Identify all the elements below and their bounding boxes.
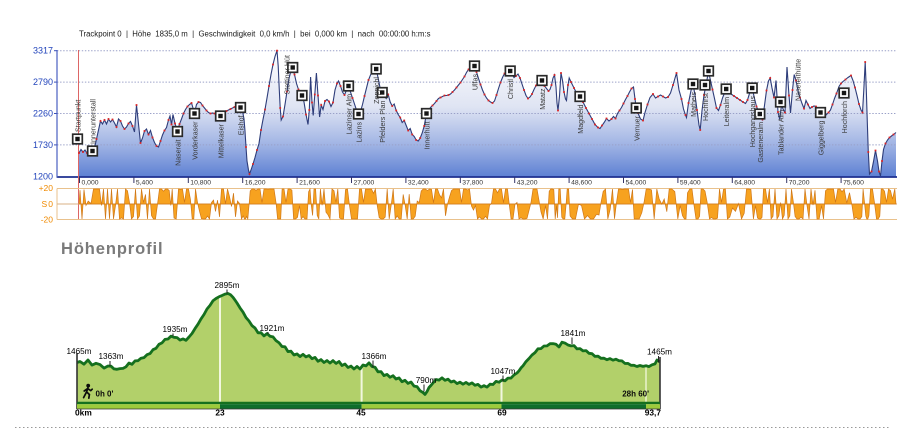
- svg-text:70,200: 70,200: [789, 180, 810, 187]
- svg-text:Trackpoint 0 | Höhe 1835,0: Trackpoint 0 | Höhe 1835,0 m | Geschwind…: [79, 30, 431, 39]
- svg-text:+20: +20: [39, 183, 54, 193]
- svg-text:Höhenprofil: Höhenprofil: [61, 240, 163, 258]
- svg-text:43,200: 43,200: [517, 180, 538, 187]
- svg-text:Magdfeld: Magdfeld: [577, 104, 585, 133]
- svg-text:10,800: 10,800: [190, 180, 211, 187]
- svg-text:S: S: [42, 199, 48, 209]
- svg-text:0: 0: [48, 199, 53, 209]
- svg-text:0h 0': 0h 0': [96, 390, 114, 399]
- svg-text:1935m: 1935m: [162, 325, 187, 334]
- svg-text:2895m: 2895m: [214, 281, 239, 290]
- svg-text:0,000: 0,000: [82, 180, 99, 187]
- svg-text:1047m: 1047m: [490, 367, 515, 376]
- svg-text:32,400: 32,400: [408, 180, 429, 187]
- svg-text:Lazinser Alm: Lazinser Alm: [346, 94, 354, 135]
- svg-text:1730: 1730: [33, 140, 53, 150]
- svg-text:Naserait: Naserait: [175, 139, 183, 165]
- svg-text:69: 69: [497, 408, 507, 418]
- svg-text:2790: 2790: [33, 77, 53, 87]
- svg-text:Innerunterstall: Innerunterstall: [90, 99, 98, 144]
- svg-text:1366m: 1366m: [361, 352, 386, 361]
- svg-text:Startpunkt: Startpunkt: [75, 100, 83, 132]
- svg-text:Christl: Christl: [507, 79, 515, 100]
- svg-text:1200: 1200: [33, 171, 53, 181]
- svg-text:0km: 0km: [75, 408, 92, 418]
- svg-text:Vernuer: Vernuer: [633, 115, 641, 140]
- svg-text:1841m: 1841m: [560, 329, 585, 338]
- svg-text:Ulfas: Ulfas: [472, 74, 480, 91]
- svg-text:Leiteralm: Leiteralm: [723, 97, 731, 126]
- svg-text:Zeppichl: Zeppichl: [373, 77, 381, 104]
- svg-text:Mittelkaser: Mittelkaser: [218, 123, 226, 158]
- svg-text:1921m: 1921m: [259, 324, 284, 333]
- svg-text:Stettiner Hüt: Stettiner Hüt: [284, 55, 292, 94]
- svg-text:1363m: 1363m: [98, 352, 123, 361]
- svg-text:Pfelders Plan: Pfelders Plan: [379, 100, 387, 142]
- svg-text:27,000: 27,000: [354, 180, 375, 187]
- svg-text:Innerhütt: Innerhütt: [424, 121, 432, 149]
- svg-text:Gasteneralm: Gasteneralm: [757, 122, 765, 163]
- svg-text:Giggelberg: Giggelberg: [818, 120, 826, 155]
- svg-text:Hochgangshaus: Hochgangshaus: [749, 96, 757, 148]
- svg-text:28h 60': 28h 60': [622, 390, 649, 399]
- svg-text:790m: 790m: [416, 376, 437, 385]
- svg-text:Matheis: Matheis: [690, 92, 698, 117]
- svg-text:Hochfirst: Hochfirst: [702, 93, 710, 121]
- svg-text:5,400: 5,400: [136, 180, 153, 187]
- svg-text:Tablander Alm: Tablander Alm: [778, 110, 786, 155]
- svg-text:3317: 3317: [33, 46, 53, 56]
- svg-text:37,800: 37,800: [462, 180, 483, 187]
- svg-text:16,200: 16,200: [245, 180, 266, 187]
- svg-text:75,600: 75,600: [843, 180, 864, 187]
- svg-text:21,600: 21,600: [299, 180, 320, 187]
- svg-text:Hochforch: Hochforch: [841, 101, 849, 133]
- svg-text:Matatz: Matatz: [539, 88, 547, 110]
- svg-text:45: 45: [356, 408, 366, 418]
- svg-text:54,000: 54,000: [626, 180, 647, 187]
- svg-text:Lazins: Lazins: [356, 122, 364, 143]
- svg-text:Nasereithütte: Nasereithütte: [795, 59, 803, 101]
- svg-text:2260: 2260: [33, 109, 53, 119]
- svg-text:93,7: 93,7: [645, 408, 662, 418]
- svg-text:59,400: 59,400: [680, 180, 701, 187]
- svg-text:1465m: 1465m: [647, 348, 672, 357]
- svg-text:64,800: 64,800: [734, 180, 755, 187]
- svg-text:Eishof: Eishof: [238, 115, 246, 135]
- svg-text:Vorderkaser: Vorderkaser: [192, 121, 200, 160]
- svg-text:23: 23: [215, 408, 225, 418]
- svg-text:1465m: 1465m: [66, 347, 91, 356]
- svg-text:-20: -20: [41, 215, 54, 225]
- svg-text:48,600: 48,600: [571, 180, 592, 187]
